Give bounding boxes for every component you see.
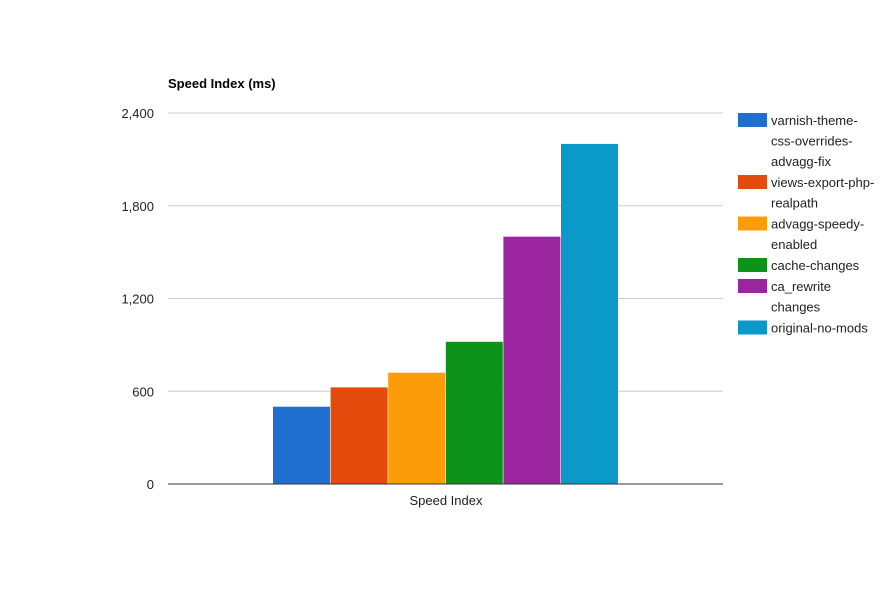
legend-item: original-no-mods [738,320,868,336]
y-tick-label: 1,800 [121,199,154,214]
chart-title: Speed Index (ms) [168,76,276,91]
y-tick-label: 0 [147,477,154,492]
legend-label: varnish-theme- [771,113,858,128]
bar-original-no-mods [561,143,618,484]
bar-cache-changes [445,341,503,484]
y-tick-label: 600 [132,384,154,399]
legend-label: css-overrides- [771,134,853,149]
x-category-label: Speed Index [409,493,483,508]
legend-label: advagg-fix [771,154,831,169]
bar-ca_rewrite changes [503,236,561,484]
legend-label: advagg-speedy- [771,217,864,232]
legend-swatch [738,175,767,189]
legend-swatch [738,258,767,272]
legend-swatch [738,279,767,293]
legend-item: views-export-php-realpath [738,175,874,211]
bars [273,143,618,484]
bar-varnish-theme-css-overrides-advagg-fix [273,406,330,484]
legend-label: views-export-php- [771,175,874,190]
legend-label: changes [771,300,821,315]
legend: varnish-theme-css-overrides-advagg-fix vi… [738,113,874,336]
legend-label: enabled [771,237,817,252]
legend-label: realpath [771,196,818,211]
legend-item: advagg-speedy-enabled [738,216,864,252]
legend-label: ca_rewrite [771,279,831,294]
y-axis-ticks: 0 600 1,200 1,800 2,400 [121,106,154,492]
legend-label: original-no-mods [771,321,868,336]
legend-item: varnish-theme-css-overrides-advagg-fix [738,113,858,169]
legend-label: cache-changes [771,258,860,273]
legend-swatch [738,113,767,127]
bar-advagg-speedy-enabled [388,372,446,484]
bar-views-export-php-realpath [330,387,388,484]
legend-swatch [738,216,767,231]
y-tick-label: 1,200 [121,292,154,307]
y-tick-label: 2,400 [121,106,154,121]
grid-lines [168,112,723,392]
legend-item: cache-changes [738,258,860,273]
legend-swatch [738,320,767,335]
